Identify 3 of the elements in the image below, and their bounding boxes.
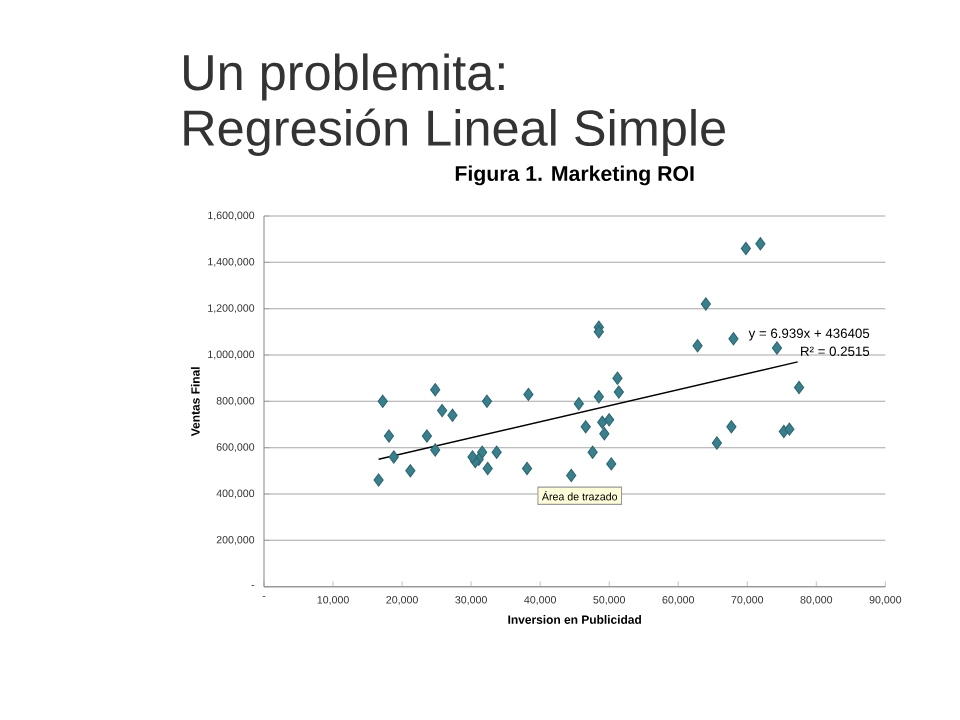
text: Regresión Lineal Simple xyxy=(184,108,725,157)
chart-title: Figura 1. Marketing ROI xyxy=(455,165,694,186)
text: Un problemita: xyxy=(184,53,504,101)
